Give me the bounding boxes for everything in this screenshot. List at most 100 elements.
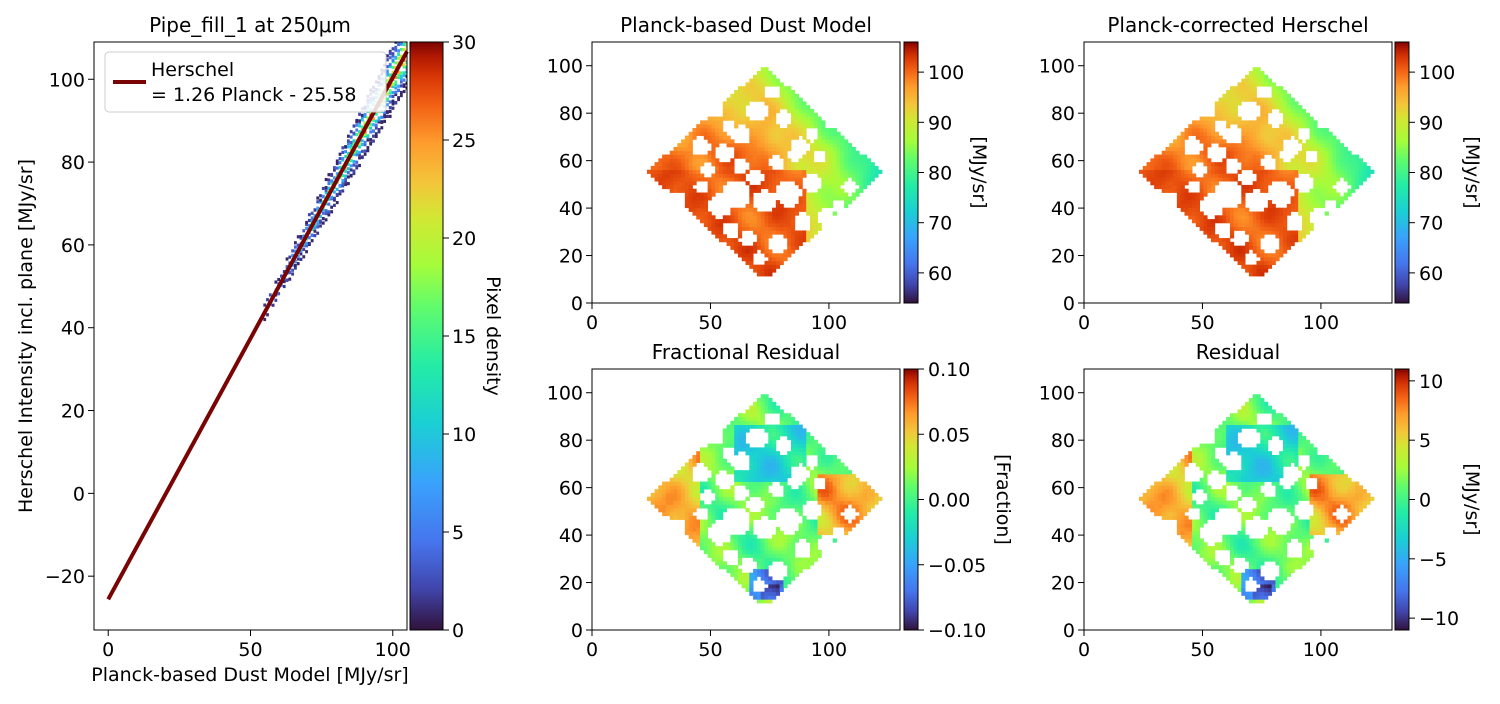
- map-pixel: [719, 170, 723, 174]
- map-pixel: [772, 109, 776, 113]
- map-pixel: [742, 580, 746, 584]
- map-pixel: [768, 588, 772, 592]
- map-pixel: [757, 272, 761, 276]
- map-pixel: [674, 512, 678, 516]
- map-pixel: [833, 501, 837, 505]
- map-pixel: [829, 158, 833, 162]
- map-pixel: [738, 470, 742, 474]
- map-pixel: [787, 128, 791, 132]
- map-pixel: [772, 185, 776, 189]
- map-pixel: [1241, 139, 1245, 143]
- map-pixel: [1226, 113, 1230, 117]
- map-pixel: [825, 181, 829, 185]
- map-pixel: [715, 508, 719, 512]
- map-pixel: [806, 139, 810, 143]
- map-pixel: [806, 158, 810, 162]
- map-pixel: [761, 417, 765, 421]
- map-pixel: [746, 573, 750, 577]
- map-pixel: [1215, 508, 1219, 512]
- map-pixel: [734, 417, 738, 421]
- map-pixel: [1291, 174, 1295, 178]
- map-pixel: [711, 474, 715, 478]
- map-pixel: [814, 447, 818, 451]
- map-pixel: [1249, 421, 1253, 425]
- map-pixel: [859, 512, 863, 516]
- map-pixel: [1169, 174, 1173, 178]
- map-pixel: [829, 181, 833, 185]
- map-pixel: [859, 158, 863, 162]
- map-pixel: [1234, 482, 1238, 486]
- map-pixel: [791, 230, 795, 234]
- map-pixel: [761, 162, 765, 166]
- map-pixel: [708, 554, 712, 558]
- map-pixel: [1222, 208, 1226, 212]
- map-pixel: [1264, 189, 1268, 193]
- map-pixel: [1150, 181, 1154, 185]
- map-pixel: [1181, 147, 1185, 151]
- map-pixel: [1317, 151, 1321, 155]
- density-cell: [367, 146, 370, 149]
- map-pixel: [753, 249, 757, 253]
- map-pixel: [1260, 177, 1264, 181]
- map-pixel: [1230, 208, 1234, 212]
- map-pixel: [802, 238, 806, 242]
- map-pixel: [708, 463, 712, 467]
- map-pixel: [840, 516, 844, 520]
- map-pixel: [806, 193, 810, 197]
- map-pixel: [1203, 504, 1207, 508]
- map-pixel: [746, 208, 750, 212]
- map-pixel: [1260, 265, 1264, 269]
- map-pixel: [1245, 466, 1249, 470]
- map-pixel: [1260, 219, 1264, 223]
- map-pixel: [1336, 177, 1340, 181]
- map-pixel: [746, 485, 750, 489]
- map-pixel: [1272, 132, 1276, 136]
- map-pixel: [757, 124, 761, 128]
- map-pixel: [700, 208, 704, 212]
- map-pixel: [1275, 147, 1279, 151]
- map-pixel: [783, 546, 787, 550]
- map-pixel: [1245, 421, 1249, 425]
- map-pixel: [1287, 238, 1291, 242]
- map-pixel: [738, 447, 742, 451]
- map-pixel: [1283, 98, 1287, 102]
- map-pixel: [1256, 132, 1260, 136]
- y-tick-label: 80: [61, 152, 85, 174]
- map-pixel: [1192, 132, 1196, 136]
- map-pixel: [1302, 208, 1306, 212]
- map-pixel: [1268, 101, 1272, 105]
- map-pixel: [1207, 120, 1211, 124]
- map-pixel: [837, 189, 841, 193]
- map-pixel: [837, 132, 841, 136]
- map-pixel: [1306, 147, 1310, 151]
- map-pixel: [806, 166, 810, 170]
- map-pixel: [704, 459, 708, 463]
- map-pixel: [791, 166, 795, 170]
- map-pixel: [674, 177, 678, 181]
- map-pixel: [776, 504, 780, 508]
- map-pixel: [742, 584, 746, 588]
- map-pixel: [1173, 478, 1177, 482]
- map-pixel: [829, 508, 833, 512]
- map-pixel: [1230, 113, 1234, 117]
- map-pixel: [746, 120, 750, 124]
- map-pixel: [776, 406, 780, 410]
- map-pixel: [1325, 211, 1329, 215]
- map-pixel: [749, 219, 753, 223]
- map-pixel: [1310, 189, 1314, 193]
- map-pixel: [685, 493, 689, 497]
- map-pixel: [1200, 227, 1204, 231]
- map-pixel: [764, 550, 768, 554]
- map-pixel: [768, 215, 772, 219]
- map-pixel: [1211, 238, 1215, 242]
- map-pixel: [799, 508, 803, 512]
- map-pixel: [1192, 459, 1196, 463]
- map-pixel: [761, 170, 765, 174]
- map-pixel: [1310, 208, 1314, 212]
- map-pixel: [757, 185, 761, 189]
- map-pixel: [1245, 265, 1249, 269]
- colorbar-tick-label: 30: [452, 32, 476, 54]
- map-pixel: [1188, 535, 1192, 539]
- map-pixel: [1234, 436, 1238, 440]
- map-pixel: [1298, 170, 1302, 174]
